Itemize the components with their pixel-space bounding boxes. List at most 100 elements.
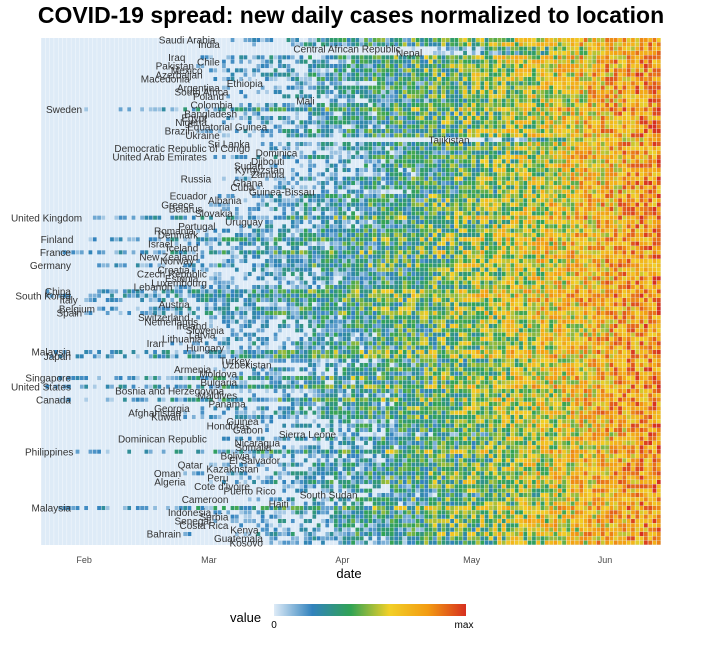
heatmap-cell [467, 90, 472, 95]
heatmap-cell [363, 250, 368, 255]
heatmap-cell [493, 103, 498, 108]
heatmap-cell [626, 194, 631, 199]
heatmap-cell [553, 211, 558, 216]
heatmap-cell [432, 155, 437, 160]
heatmap-cell [351, 120, 356, 125]
heatmap-cell [566, 77, 571, 82]
heatmap-cell [406, 163, 411, 168]
heatmap-cell [402, 220, 407, 225]
heatmap-cell [630, 159, 635, 164]
heatmap-cell [424, 94, 429, 99]
heatmap-cell [445, 228, 450, 233]
heatmap-cell [574, 194, 579, 199]
heatmap-cell [411, 267, 416, 272]
heatmap-cell [118, 237, 123, 242]
heatmap-cell [540, 51, 545, 56]
heatmap-cell [587, 98, 592, 103]
heatmap-cell [630, 246, 635, 251]
heatmap-cell [549, 137, 554, 142]
heatmap-cell [411, 111, 416, 116]
heatmap-cell [531, 263, 536, 268]
heatmap-cell [544, 68, 549, 73]
heatmap-cell [230, 55, 235, 60]
heatmap-cell [346, 111, 351, 116]
heatmap-cell [441, 211, 446, 216]
heatmap-cell [316, 259, 321, 264]
heatmap-cell [363, 163, 368, 168]
heatmap-cell [544, 202, 549, 207]
heatmap-cell [277, 90, 282, 95]
heatmap-cell [643, 267, 648, 272]
heatmap-cell [450, 215, 455, 220]
heatmap-cell [467, 59, 472, 64]
heatmap-cell [376, 194, 381, 199]
heatmap-cell [497, 155, 502, 160]
heatmap-cell [307, 64, 312, 69]
heatmap-cell [579, 103, 584, 108]
heatmap-cell [605, 276, 610, 281]
heatmap-cell [592, 72, 597, 77]
heatmap-cell [531, 94, 536, 99]
heatmap-cell [484, 263, 489, 268]
heatmap-cell [656, 228, 661, 233]
heatmap-cell [394, 90, 399, 95]
heatmap-cell [432, 59, 437, 64]
heatmap-cell [462, 98, 467, 103]
heatmap-cell [338, 81, 343, 86]
heatmap-cell [488, 85, 493, 90]
heatmap-cell [282, 272, 287, 277]
heatmap-cell [475, 129, 480, 134]
heatmap-cell [359, 42, 364, 47]
heatmap-cell [544, 38, 549, 43]
heatmap-cell [617, 237, 622, 242]
heatmap-cell [605, 254, 610, 259]
heatmap-cell [307, 107, 312, 112]
heatmap-cell [458, 55, 463, 60]
heatmap-cell [557, 129, 562, 134]
heatmap-cell [441, 133, 446, 138]
heatmap-cell [635, 90, 640, 95]
heatmap-cell [471, 90, 476, 95]
heatmap-cell [342, 202, 347, 207]
heatmap-cell [622, 98, 627, 103]
heatmap-cell [290, 103, 295, 108]
heatmap-cell [355, 72, 360, 77]
heatmap-cell [230, 194, 235, 199]
heatmap-cell [424, 116, 429, 121]
heatmap-cell [454, 259, 459, 264]
heatmap-cell [643, 168, 648, 173]
heatmap-cell [376, 111, 381, 116]
heatmap-cell [596, 81, 601, 86]
heatmap-cell [450, 68, 455, 73]
heatmap-cell [239, 241, 244, 246]
heatmap-cell [480, 81, 485, 86]
heatmap-cell [553, 124, 558, 129]
heatmap-cell [514, 185, 519, 190]
heatmap-cell [394, 220, 399, 225]
heatmap-cell [540, 94, 545, 99]
heatmap-cell [484, 142, 489, 147]
heatmap-cell [247, 237, 252, 242]
heatmap-cell [596, 272, 601, 277]
heatmap-cell [329, 124, 334, 129]
heatmap-cell [454, 116, 459, 121]
heatmap-cell [454, 224, 459, 229]
heatmap-cell [609, 172, 614, 177]
heatmap-cell [299, 176, 304, 181]
heatmap-cell [648, 72, 653, 77]
heatmap-cell [415, 233, 420, 238]
heatmap-cell [351, 233, 356, 238]
heatmap-cell [351, 55, 356, 60]
heatmap-cell [643, 124, 648, 129]
heatmap-cell [450, 72, 455, 77]
heatmap-cell [437, 72, 442, 77]
heatmap-cell [506, 181, 511, 186]
heatmap-cell [454, 207, 459, 212]
heatmap-cell [643, 107, 648, 112]
heatmap-cell [622, 116, 627, 121]
heatmap-cell [648, 237, 653, 242]
heatmap-cell [544, 259, 549, 264]
heatmap-cell [493, 46, 498, 51]
heatmap-cell [411, 259, 416, 264]
heatmap-cell [600, 254, 605, 259]
